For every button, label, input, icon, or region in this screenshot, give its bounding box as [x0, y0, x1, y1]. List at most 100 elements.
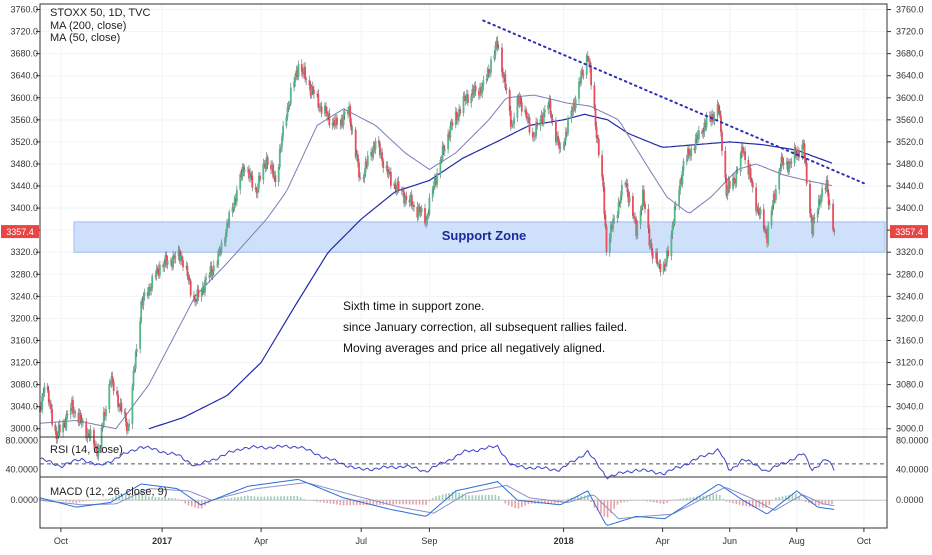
candle — [242, 163, 245, 177]
candle-body — [794, 147, 797, 155]
candle-body — [417, 207, 420, 218]
candle-body — [524, 109, 526, 112]
candle-body — [450, 122, 453, 126]
candle-body — [463, 96, 466, 97]
candle-body — [780, 156, 783, 169]
candle-body — [64, 422, 67, 428]
candle-body — [388, 171, 391, 173]
candle — [573, 97, 576, 112]
candle-body — [603, 186, 606, 215]
candle — [105, 405, 107, 422]
support-zone-label: Support Zone — [442, 228, 527, 243]
candle-body — [595, 126, 598, 139]
candle-body — [377, 141, 380, 144]
candle — [717, 102, 720, 115]
candle-body — [357, 154, 359, 163]
candle — [63, 418, 66, 429]
candle-body — [177, 249, 180, 257]
candle-body — [428, 197, 431, 215]
candle-body — [732, 177, 734, 189]
candle — [696, 130, 699, 144]
ma50-legend: MA (50, close) — [50, 32, 120, 44]
candle-body — [528, 117, 531, 133]
candle — [734, 178, 737, 189]
price-tick-label-left: 3760.0 — [10, 5, 38, 15]
candle — [365, 159, 368, 169]
candle-body — [155, 268, 158, 277]
candle — [579, 76, 581, 88]
candle — [377, 136, 380, 148]
candle-body — [804, 159, 807, 163]
candle-body — [779, 168, 782, 171]
candle-body — [58, 424, 61, 433]
candle-body — [744, 151, 746, 160]
candle-body — [380, 152, 382, 156]
candle-body — [240, 174, 243, 178]
candle — [525, 107, 528, 121]
candle — [436, 168, 438, 189]
candle-body — [539, 119, 542, 127]
candle — [72, 395, 74, 418]
candle-body — [703, 122, 706, 133]
candle-body — [578, 81, 580, 99]
candle-body — [241, 166, 244, 178]
candle — [604, 210, 607, 230]
candle-body — [601, 155, 603, 177]
candle — [390, 167, 392, 190]
candle-body — [801, 144, 804, 158]
candle-body — [487, 69, 490, 73]
candle — [297, 60, 300, 81]
candle-body — [163, 264, 166, 268]
candle-body — [812, 219, 815, 234]
candle-body — [534, 135, 536, 137]
trendline — [482, 19, 865, 185]
candle — [408, 195, 411, 208]
candle — [611, 221, 613, 232]
candle — [687, 144, 689, 163]
candle-body — [564, 131, 567, 141]
candle-body — [142, 296, 145, 306]
candle — [262, 158, 265, 185]
candle-body — [204, 279, 206, 293]
candle-body — [756, 206, 759, 212]
candle-body — [681, 170, 684, 184]
candle-body — [805, 162, 808, 184]
candle-body — [728, 180, 731, 189]
candle — [305, 76, 308, 85]
candle — [724, 146, 727, 182]
candle-body — [656, 252, 658, 265]
candle-body — [705, 117, 708, 128]
candle — [193, 290, 195, 303]
candle-body — [340, 118, 343, 125]
candle-body — [300, 64, 303, 72]
candle-body — [143, 292, 146, 297]
candle-body — [55, 431, 58, 439]
candle-body — [535, 122, 537, 137]
candle-body — [262, 163, 265, 180]
candle — [564, 127, 567, 146]
candle — [516, 94, 519, 122]
candle-body — [508, 89, 511, 111]
candle-body — [758, 212, 761, 215]
candle — [440, 155, 443, 165]
candle-body — [302, 71, 304, 75]
candle — [690, 145, 693, 161]
candle — [721, 129, 723, 156]
candle-body — [205, 278, 207, 280]
candle — [181, 251, 183, 266]
candle-body — [123, 412, 126, 413]
candle — [173, 253, 176, 264]
candle-body — [624, 183, 627, 185]
candle-body — [396, 181, 399, 192]
candle-body — [747, 159, 750, 175]
candle — [588, 55, 590, 66]
candle — [94, 439, 96, 453]
candle-body — [456, 111, 458, 121]
candle-body — [782, 162, 785, 165]
candle — [419, 206, 422, 218]
candle — [632, 192, 634, 220]
candle-body — [250, 173, 253, 176]
candle — [628, 191, 631, 206]
candle-body — [440, 159, 443, 161]
